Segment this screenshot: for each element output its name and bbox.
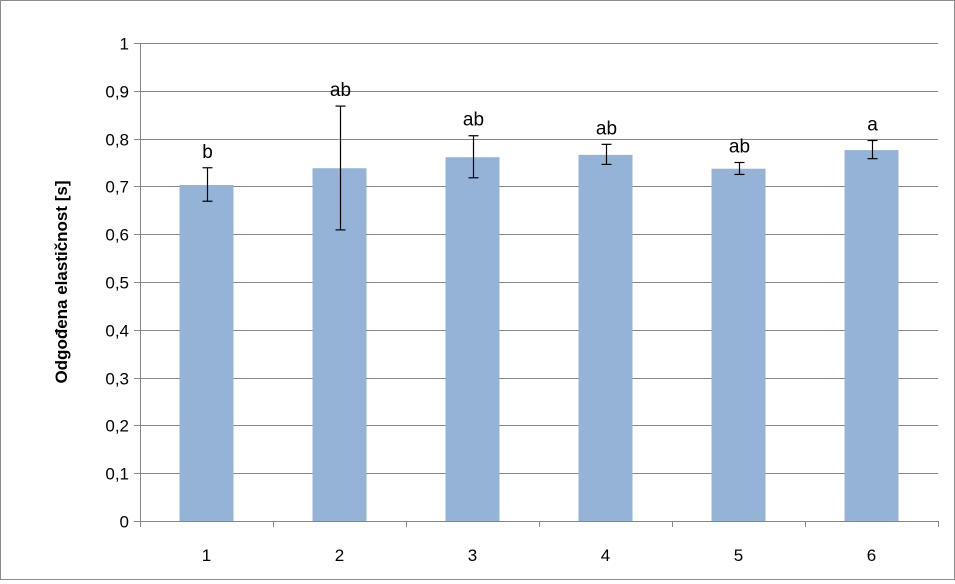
significance-label: ab	[596, 118, 617, 139]
y-tick-label: 1	[120, 35, 129, 54]
x-tick-label: 2	[335, 546, 344, 565]
y-tick-label: 0,3	[105, 370, 129, 389]
significance-label: a	[867, 115, 878, 136]
bars	[179, 150, 899, 522]
significance-label: ab	[330, 80, 351, 101]
y-tick-label: 0,7	[105, 178, 129, 197]
bar	[179, 184, 234, 521]
bar	[578, 154, 633, 522]
axes	[134, 43, 939, 527]
y-axis-title: Odgođena elastičnost [s]	[52, 180, 71, 383]
labels: 0 0,1 0,2 0,3 0,4 0,5 0,6 0,7 0,8 0,9 1 1 2 3 4 5 6 b ab ab…	[105, 35, 878, 566]
x-tick-label: 4	[601, 546, 610, 565]
y-tick-label: 0,2	[105, 417, 129, 436]
significance-label: ab	[463, 110, 484, 131]
bar	[844, 150, 899, 521]
y-tick-label: 0	[120, 513, 129, 532]
x-tick-label: 3	[468, 546, 477, 565]
error-bars	[202, 105, 878, 231]
y-tick-label: 0,9	[105, 83, 129, 102]
y-tick-label: 0,6	[105, 226, 129, 245]
y-tick-label: 0,5	[105, 274, 129, 293]
y-tick-label: 0,4	[105, 322, 129, 341]
y-tick-label: 0,8	[105, 131, 129, 150]
significance-label: b	[202, 142, 213, 163]
x-tick-label: 1	[202, 546, 211, 565]
x-tick-label: 5	[734, 546, 743, 565]
significance-label: ab	[729, 137, 750, 158]
x-tick-label: 6	[867, 546, 876, 565]
y-tick-label: 0,1	[105, 465, 129, 484]
bar	[445, 157, 500, 521]
gridlines	[140, 43, 938, 474]
bar	[711, 168, 766, 522]
bar	[312, 168, 367, 521]
